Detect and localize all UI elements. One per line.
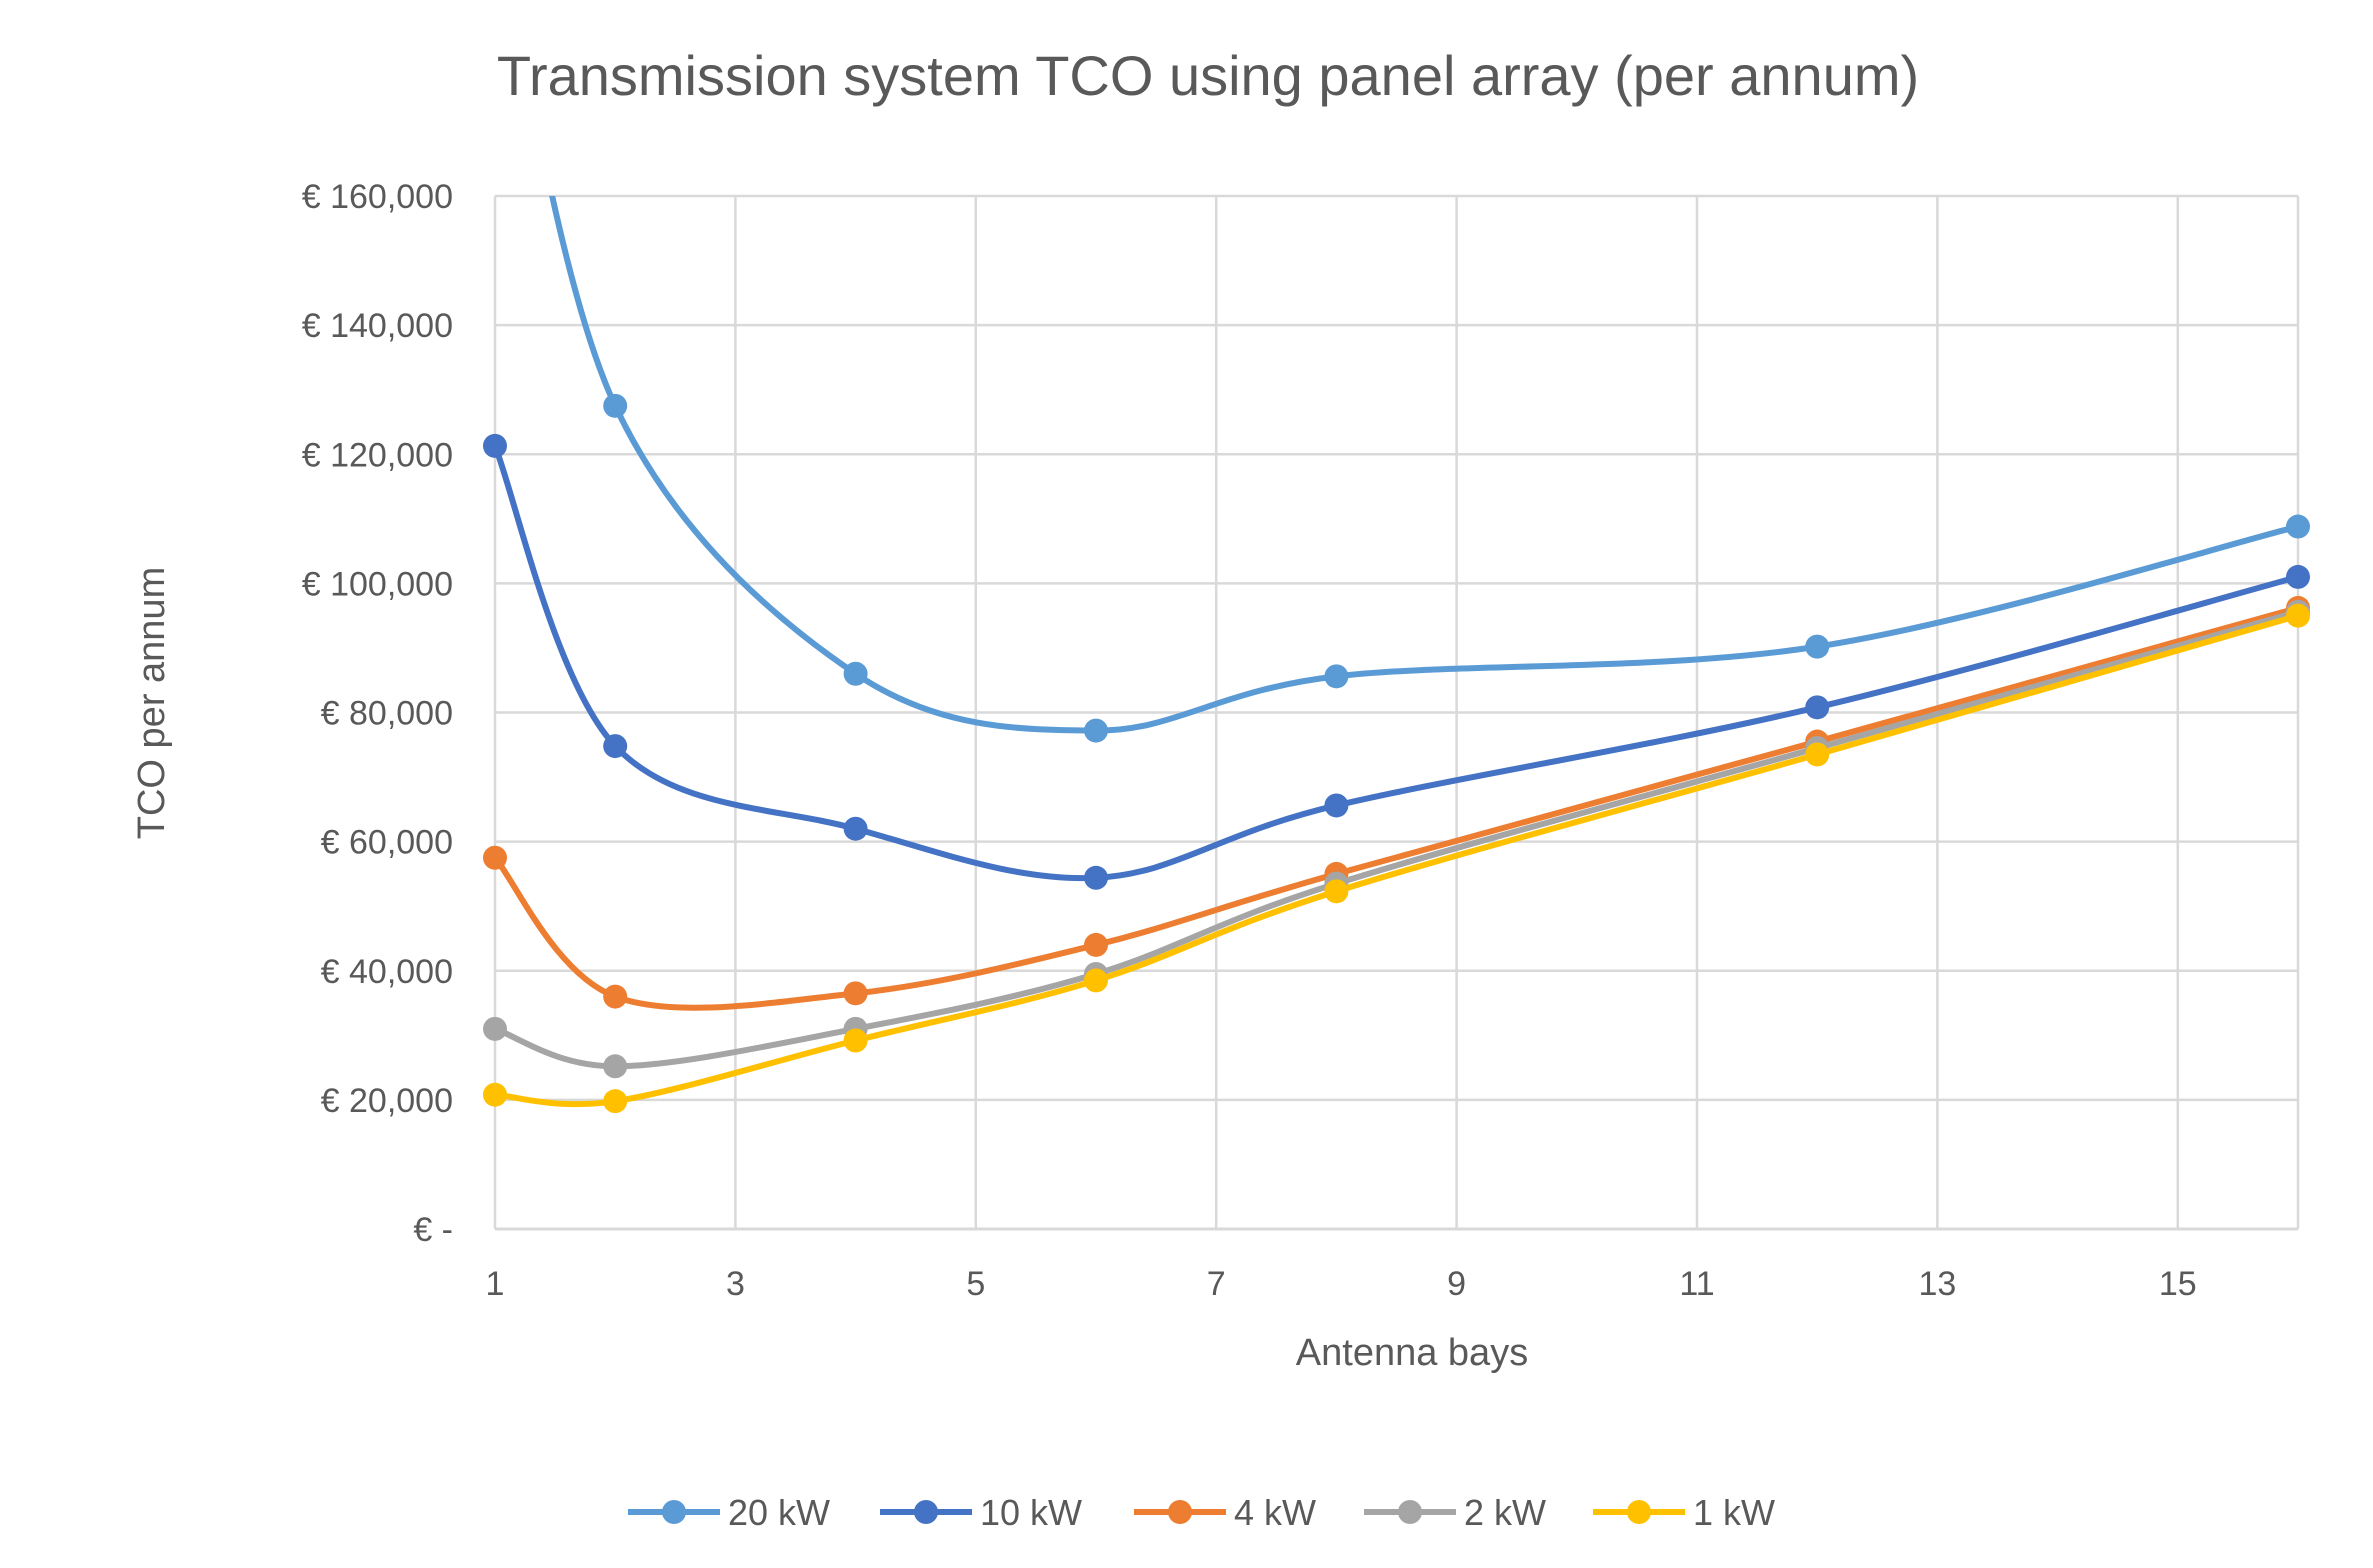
series-line bbox=[549, 196, 2301, 734]
x-tick-label: 9 bbox=[1447, 1265, 1466, 1303]
legend-label: 20 kW bbox=[728, 1492, 830, 1533]
data-point bbox=[1084, 865, 1108, 890]
data-point bbox=[843, 661, 868, 686]
series-4-kW bbox=[483, 595, 2310, 1011]
data-point bbox=[603, 1054, 628, 1079]
y-tick-label: € 100,000 bbox=[302, 565, 453, 603]
legend-item: 1 kW bbox=[1593, 1492, 1775, 1533]
legend-swatch-marker bbox=[1168, 1500, 1192, 1524]
legend-item: 4 kW bbox=[1134, 1492, 1316, 1533]
x-tick-label: 3 bbox=[726, 1265, 745, 1303]
x-tick-label: 5 bbox=[966, 1265, 985, 1303]
data-point bbox=[603, 734, 628, 759]
x-axis-ticks: 1 3 5 7 9 11 13 15 bbox=[486, 1265, 2197, 1303]
data-point bbox=[1805, 695, 1830, 720]
series-1-kW bbox=[483, 603, 2310, 1114]
legend-label: 2 kW bbox=[1464, 1492, 1546, 1533]
data-point bbox=[2286, 514, 2310, 539]
data-point bbox=[483, 845, 507, 870]
legend-swatch-marker bbox=[1398, 1500, 1422, 1524]
y-tick-label: € 120,000 bbox=[302, 436, 453, 474]
series-line bbox=[492, 442, 2301, 882]
data-point bbox=[843, 981, 868, 1006]
x-tick-label: 1 bbox=[486, 1265, 505, 1303]
data-point bbox=[1084, 968, 1108, 993]
data-point bbox=[843, 1028, 868, 1053]
y-tick-label: € 40,000 bbox=[321, 953, 453, 991]
y-tick-label: € 80,000 bbox=[321, 695, 453, 733]
legend-label: 4 kW bbox=[1234, 1492, 1316, 1533]
data-point bbox=[2286, 564, 2310, 589]
legend-swatch-marker bbox=[1627, 1500, 1651, 1524]
data-point bbox=[603, 984, 628, 1009]
y-tick-label: € 20,000 bbox=[321, 1082, 453, 1120]
x-tick-label: 11 bbox=[1679, 1265, 1714, 1303]
data-point bbox=[1084, 932, 1108, 957]
data-point bbox=[1805, 634, 1830, 659]
x-tick-label: 13 bbox=[1918, 1265, 1956, 1303]
series-line bbox=[492, 604, 2301, 1011]
series bbox=[483, 196, 2310, 1114]
legend-swatch-marker bbox=[914, 1500, 938, 1524]
data-point bbox=[603, 1089, 628, 1114]
legend: 20 kW 10 kW 4 kW 2 kW 1 kW bbox=[628, 1492, 1775, 1533]
legend-label: 10 kW bbox=[980, 1492, 1082, 1533]
y-tick-label: € - bbox=[413, 1211, 453, 1249]
chart-title: Transmission system TCO using panel arra… bbox=[497, 44, 1919, 107]
x-tick-label: 7 bbox=[1207, 1265, 1226, 1303]
x-tick-label: 15 bbox=[2159, 1265, 2197, 1303]
y-axis-title: TCO per annum bbox=[131, 567, 173, 839]
series-line bbox=[492, 608, 2301, 1070]
series-line bbox=[492, 612, 2301, 1108]
x-axis-title: Antenna bays bbox=[1296, 1332, 1528, 1374]
data-point bbox=[1324, 664, 1349, 689]
data-point bbox=[603, 393, 628, 418]
legend-item: 2 kW bbox=[1364, 1492, 1546, 1533]
y-tick-label: € 160,000 bbox=[302, 178, 453, 216]
data-point bbox=[1805, 742, 1830, 767]
data-point bbox=[1324, 793, 1349, 818]
y-tick-label: € 140,000 bbox=[302, 307, 453, 345]
data-point bbox=[1084, 718, 1108, 743]
data-point bbox=[483, 1016, 507, 1041]
y-tick-label: € 60,000 bbox=[321, 824, 453, 862]
legend-label: 1 kW bbox=[1693, 1492, 1775, 1533]
legend-item: 20 kW bbox=[628, 1492, 830, 1533]
series-10-kW bbox=[483, 433, 2310, 890]
grid bbox=[493, 194, 2300, 1231]
legend-swatch-marker bbox=[662, 1500, 686, 1524]
data-point bbox=[843, 816, 868, 841]
data-point bbox=[483, 433, 507, 458]
data-point bbox=[1324, 879, 1349, 904]
y-axis-ticks: € - € 20,000 € 40,000 € 60,000 € 80,000 € 100… bbox=[302, 178, 453, 1249]
data-point bbox=[483, 1082, 507, 1107]
series-20-kW bbox=[549, 196, 2310, 743]
data-point bbox=[2286, 603, 2310, 628]
legend-item: 10 kW bbox=[880, 1492, 1082, 1533]
